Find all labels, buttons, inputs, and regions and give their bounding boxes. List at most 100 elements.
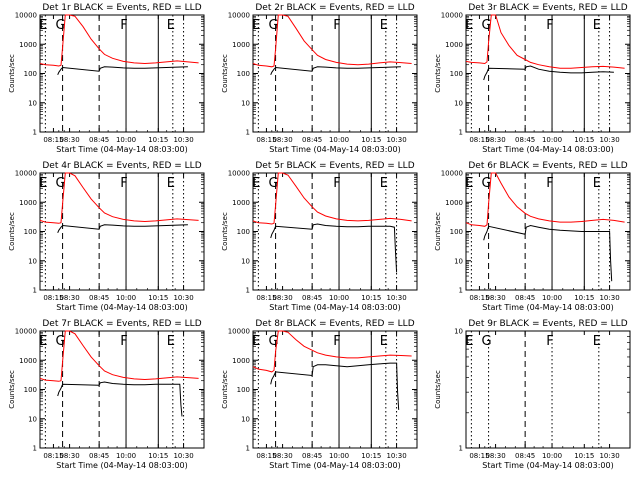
y-axis-label: Counts/sec <box>434 54 442 93</box>
x-axis-label: Start Time (04-May-14 08:03:00) <box>56 461 187 470</box>
x-tick-label: 08:30 <box>59 294 79 302</box>
y-tick-label: 100 <box>24 70 37 78</box>
y-axis-label: Counts/sec <box>221 212 229 251</box>
x-tick-label: 10:00 <box>329 294 349 302</box>
y-axis-label: Counts/sec <box>221 54 229 93</box>
y-tick-label: 1000 <box>19 357 37 365</box>
event-label: F <box>333 334 340 349</box>
y-tick-label: 10 <box>28 415 37 423</box>
y-tick-label: 100 <box>237 386 250 394</box>
y-tick-label: 1000 <box>445 199 463 207</box>
panel-det-4: Det 4r BLACK = Events, RED = LLD 1 10 100 10… <box>8 161 205 312</box>
y-tick-label: 100 <box>450 228 463 236</box>
event-label: G <box>482 176 492 191</box>
event-label: F <box>120 18 127 33</box>
series-line-black <box>270 66 401 76</box>
y-tick-label: 10 <box>454 257 463 265</box>
event-label: F <box>120 334 127 349</box>
y-tick-label: 1 <box>459 445 463 453</box>
x-tick-label: 08:45 <box>515 452 535 460</box>
y-tick-label: 10000 <box>228 12 250 20</box>
x-tick-label: 08:45 <box>515 136 535 144</box>
event-label: E <box>167 18 175 33</box>
y-axis-label: Counts/sec <box>8 212 16 251</box>
x-tick-label: 10:30 <box>173 136 193 144</box>
x-axis-label: Start Time (04-May-14 08:03:00) <box>269 461 400 470</box>
y-tick-label: 1 <box>246 129 250 137</box>
panel-det-6: Det 6r BLACK = Events, RED = LLD 1 10 100 10… <box>434 161 631 312</box>
panel-det-7: Det 7r BLACK = Events, RED = LLD 1 10 100 10… <box>8 319 205 470</box>
panel-title: Det 8r BLACK = Events, RED = LLD <box>255 319 414 329</box>
x-tick-label: 08:45 <box>89 294 109 302</box>
x-tick-label: 08:45 <box>89 452 109 460</box>
x-tick-label: 10:15 <box>148 294 168 302</box>
y-tick-label: 10000 <box>228 170 250 178</box>
event-label: F <box>546 176 553 191</box>
y-tick-label: 10 <box>241 415 250 423</box>
panel-title: Det 3r BLACK = Events, RED = LLD <box>468 3 627 13</box>
y-tick-label: 1 <box>246 445 250 453</box>
y-axis-label: Counts/sec <box>434 212 442 251</box>
x-axis-label: Start Time (04-May-14 08:03:00) <box>56 303 187 312</box>
panel-title: Det 5r BLACK = Events, RED = LLD <box>255 161 414 171</box>
event-label: E <box>593 18 601 33</box>
series-line-black <box>57 224 188 234</box>
y-tick-label: 10000 <box>441 170 463 178</box>
y-tick-label: 10000 <box>15 328 37 336</box>
x-tick-label: 10:00 <box>542 452 562 460</box>
y-tick-label: 1000 <box>232 357 250 365</box>
event-label: G <box>56 176 66 191</box>
series-line-red <box>39 330 199 382</box>
x-tick-label: 08:15 <box>43 294 63 302</box>
x-tick-label: 08:45 <box>89 136 109 144</box>
x-tick-label: 08:30 <box>272 136 292 144</box>
panel-det-9: Det 9r BLACK = Events, RED = LLD 1 10 08:15… <box>434 319 631 470</box>
event-label: G <box>269 334 279 349</box>
event-label: E <box>380 176 388 191</box>
panel-det-2: Det 2r BLACK = Events, RED = LLD 1 10 100 10… <box>221 3 418 154</box>
event-label: F <box>120 176 127 191</box>
series-line-black <box>270 223 398 273</box>
y-tick-label: 1 <box>459 287 463 295</box>
panel-title: Det 9r BLACK = Events, RED = LLD <box>468 319 627 329</box>
panel-title: Det 2r BLACK = Events, RED = LLD <box>255 3 414 13</box>
x-axis-label: Start Time (04-May-14 08:03:00) <box>482 303 613 312</box>
panel-det-1: Det 1r BLACK = Events, RED = LLD 1 10 100 10… <box>8 3 205 154</box>
x-tick-label: 10:15 <box>361 452 381 460</box>
y-tick-label: 10000 <box>15 12 37 20</box>
x-tick-label: 08:15 <box>469 294 489 302</box>
x-tick-label: 10:30 <box>599 294 619 302</box>
x-tick-label: 08:45 <box>302 294 322 302</box>
event-label: E <box>465 334 473 349</box>
series-line-red <box>39 172 199 224</box>
x-tick-label: 10:15 <box>148 136 168 144</box>
y-tick-label: 1000 <box>232 41 250 49</box>
x-axis-label: Start Time (04-May-14 08:03:00) <box>482 145 613 154</box>
x-tick-label: 08:45 <box>515 294 535 302</box>
x-tick-label: 10:15 <box>361 136 381 144</box>
y-tick-label: 10000 <box>441 12 463 20</box>
event-label: E <box>252 334 260 349</box>
series-line-black <box>57 381 183 417</box>
series-line-red <box>39 14 199 67</box>
y-axis-label: Counts/sec <box>8 54 16 93</box>
x-tick-label: 08:15 <box>256 136 276 144</box>
x-tick-label: 10:00 <box>116 452 136 460</box>
y-tick-label: 1 <box>33 445 37 453</box>
event-label: F <box>333 18 340 33</box>
event-label: G <box>482 18 492 33</box>
panel-title: Det 6r BLACK = Events, RED = LLD <box>468 161 627 171</box>
y-tick-label: 10 <box>241 99 250 107</box>
x-tick-label: 08:45 <box>302 452 322 460</box>
event-label: E <box>465 18 473 33</box>
panel-title: Det 1r BLACK = Events, RED = LLD <box>42 3 201 13</box>
y-tick-label: 10 <box>28 257 37 265</box>
y-tick-label: 100 <box>237 228 250 236</box>
x-tick-label: 10:15 <box>361 294 381 302</box>
panel-det-5: Det 5r BLACK = Events, RED = LLD 1 10 100 10… <box>221 161 418 312</box>
x-tick-label: 08:15 <box>469 136 489 144</box>
y-tick-label: 10000 <box>15 170 37 178</box>
x-tick-label: 08:30 <box>272 452 292 460</box>
x-tick-label: 10:00 <box>542 294 562 302</box>
x-tick-label: 08:30 <box>485 136 505 144</box>
